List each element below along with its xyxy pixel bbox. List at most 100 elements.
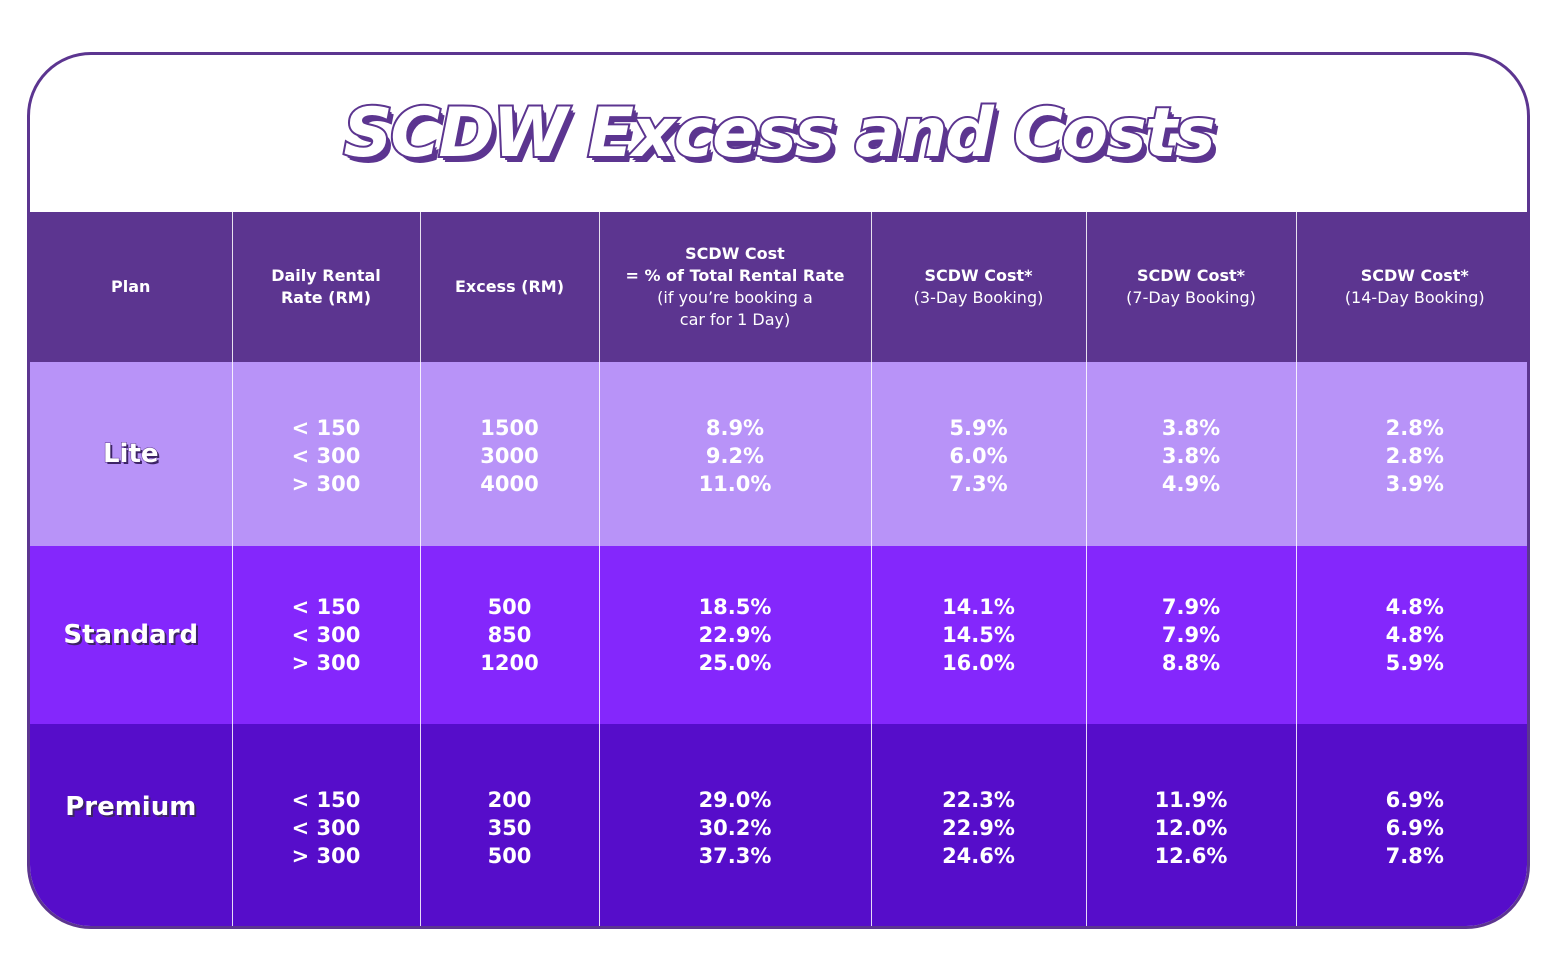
- cost-value: 3.8%: [1162, 414, 1220, 442]
- cost-value: 3.9%: [1386, 470, 1444, 498]
- plan-cell-standard: Standard: [30, 546, 232, 724]
- cost-value: 7.3%: [949, 470, 1007, 498]
- cost-value: 14.1%: [942, 593, 1015, 621]
- cost-value: 22.9%: [699, 621, 772, 649]
- cost-value: 2.8%: [1386, 414, 1444, 442]
- seven-day-cell-lite: 3.8% 3.8% 4.9%: [1086, 362, 1296, 546]
- seven-day-cell-premium: 11.9% 12.0% 12.6%: [1086, 724, 1296, 929]
- rate-value: > 300: [292, 649, 361, 677]
- three-day-cell-standard: 14.1% 14.5% 16.0%: [871, 546, 1086, 724]
- header-seven-day-line2: (7-Day Booking): [1093, 287, 1290, 309]
- excess-value: 850: [480, 621, 538, 649]
- cost-value: 8.8%: [1162, 649, 1220, 677]
- table-row-premium: Premium < 150 < 300 > 300 200 350 500 29.0% 3…: [30, 724, 1530, 929]
- header-one-day: SCDW Cost = % of Total Rental Rate (if y…: [599, 212, 871, 362]
- cost-value: 8.9%: [699, 414, 772, 442]
- cost-value: 7.9%: [1162, 621, 1220, 649]
- excess-value: 500: [488, 842, 532, 870]
- plan-cell-lite: Lite: [30, 362, 232, 546]
- header-seven-day-line1: SCDW Cost*: [1093, 265, 1290, 287]
- cost-value: 7.8%: [1386, 842, 1444, 870]
- cost-value: 16.0%: [942, 649, 1015, 677]
- excess-cell-standard: 500 850 1200: [420, 546, 599, 724]
- cost-value: 14.5%: [942, 621, 1015, 649]
- cost-value: 6.0%: [949, 442, 1007, 470]
- header-three-day: SCDW Cost* (3-Day Booking): [871, 212, 1086, 362]
- rates-cell-standard: < 150 < 300 > 300: [232, 546, 420, 724]
- plan-name-standard: Standard: [36, 620, 226, 650]
- excess-value: 1500: [480, 414, 538, 442]
- excess-value: 1200: [480, 649, 538, 677]
- header-one-day-line2: = % of Total Rental Rate: [606, 265, 865, 287]
- header-fourteen-day: SCDW Cost* (14-Day Booking): [1296, 212, 1530, 362]
- cost-value: 11.9%: [1155, 786, 1228, 814]
- cost-value: 4.9%: [1162, 470, 1220, 498]
- header-one-day-line3: (if you’re booking a: [606, 287, 865, 309]
- rates-cell-premium: < 150 < 300 > 300: [232, 724, 420, 929]
- header-daily-rate-line1: Daily Rental: [239, 265, 414, 287]
- seven-day-cell-standard: 7.9% 7.9% 8.8%: [1086, 546, 1296, 724]
- header-one-day-line1: SCDW Cost: [606, 243, 865, 265]
- one-day-cell-premium: 29.0% 30.2% 37.3%: [599, 724, 871, 929]
- rate-value: < 150: [292, 593, 361, 621]
- table-row-standard: Standard < 150 < 300 > 300 500 850 1200 18.5…: [30, 546, 1530, 724]
- excess-value: 4000: [480, 470, 538, 498]
- table-row-lite: Lite < 150 < 300 > 300 1500 3000 4000 8.9% 9.…: [30, 362, 1530, 546]
- cost-value: 5.9%: [1386, 649, 1444, 677]
- excess-value: 500: [480, 593, 538, 621]
- cost-value: 7.9%: [1162, 593, 1220, 621]
- plan-cell-premium: Premium: [30, 724, 232, 929]
- fourteen-day-cell-standard: 4.8% 4.8% 5.9%: [1296, 546, 1530, 724]
- rates-cell-lite: < 150 < 300 > 300: [232, 362, 420, 546]
- table-header-row: Plan Daily Rental Rate (RM) Excess (RM) …: [30, 212, 1530, 362]
- header-plan-label: Plan: [36, 276, 226, 298]
- header-one-day-line4: car for 1 Day): [606, 309, 865, 331]
- cost-value: 4.8%: [1386, 621, 1444, 649]
- rate-value: > 300: [292, 842, 361, 870]
- cost-value: 9.2%: [699, 442, 772, 470]
- cost-value: 24.6%: [942, 842, 1015, 870]
- header-daily-rate: Daily Rental Rate (RM): [232, 212, 420, 362]
- title-area: SCDW Excess and Costs: [30, 55, 1527, 212]
- header-three-day-line2: (3-Day Booking): [878, 287, 1080, 309]
- three-day-cell-lite: 5.9% 6.0% 7.3%: [871, 362, 1086, 546]
- cost-value: 12.0%: [1155, 814, 1228, 842]
- rate-value: < 300: [292, 442, 361, 470]
- cost-value: 25.0%: [699, 649, 772, 677]
- one-day-cell-standard: 18.5% 22.9% 25.0%: [599, 546, 871, 724]
- plan-name-premium: Premium: [36, 792, 226, 822]
- header-excess-label: Excess (RM): [427, 276, 593, 298]
- header-three-day-line1: SCDW Cost*: [878, 265, 1080, 287]
- fourteen-day-cell-lite: 2.8% 2.8% 3.9%: [1296, 362, 1530, 546]
- cost-value: 22.9%: [942, 814, 1015, 842]
- excess-value: 3000: [480, 442, 538, 470]
- scdw-table: Plan Daily Rental Rate (RM) Excess (RM) …: [30, 212, 1530, 929]
- cost-value: 22.3%: [942, 786, 1015, 814]
- page-title: SCDW Excess and Costs: [343, 94, 1213, 173]
- cost-value: 4.8%: [1386, 593, 1444, 621]
- cost-value: 6.9%: [1386, 814, 1444, 842]
- header-excess: Excess (RM): [420, 212, 599, 362]
- excess-value: 350: [488, 814, 532, 842]
- rate-value: < 150: [292, 786, 361, 814]
- rate-value: > 300: [292, 470, 361, 498]
- rate-value: < 300: [292, 621, 361, 649]
- header-fourteen-day-line2: (14-Day Booking): [1303, 287, 1528, 309]
- cost-value: 18.5%: [699, 593, 772, 621]
- cost-value: 5.9%: [949, 414, 1007, 442]
- cost-value: 11.0%: [699, 470, 772, 498]
- excess-value: 200: [488, 786, 532, 814]
- cost-value: 37.3%: [699, 842, 772, 870]
- header-plan: Plan: [30, 212, 232, 362]
- header-fourteen-day-line1: SCDW Cost*: [1303, 265, 1528, 287]
- scdw-card: SCDW Excess and Costs Plan Daily Rental …: [27, 52, 1530, 929]
- cost-value: 2.8%: [1386, 442, 1444, 470]
- excess-cell-lite: 1500 3000 4000: [420, 362, 599, 546]
- cost-value: 30.2%: [699, 814, 772, 842]
- cost-value: 29.0%: [699, 786, 772, 814]
- fourteen-day-cell-premium: 6.9% 6.9% 7.8%: [1296, 724, 1530, 929]
- cost-value: 6.9%: [1386, 786, 1444, 814]
- rate-value: < 300: [292, 814, 361, 842]
- one-day-cell-lite: 8.9% 9.2% 11.0%: [599, 362, 871, 546]
- header-seven-day: SCDW Cost* (7-Day Booking): [1086, 212, 1296, 362]
